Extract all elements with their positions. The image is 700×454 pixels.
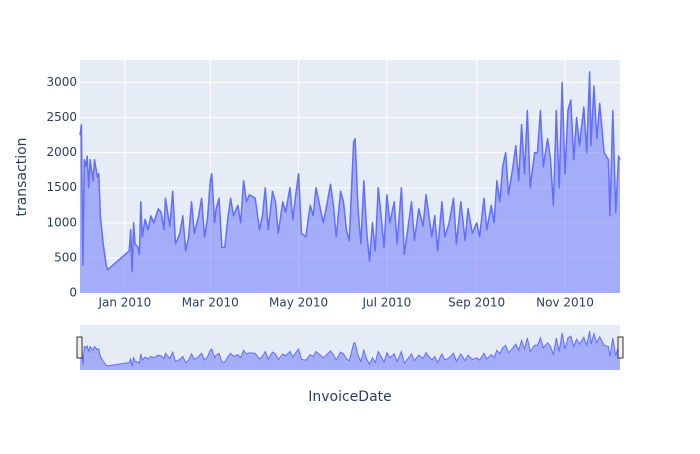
rangeslider-handle-right (617, 336, 624, 359)
y-tick-label: 1500 (46, 180, 77, 194)
x-tick-label: May 2010 (269, 296, 328, 310)
y-tick-label: 2000 (46, 145, 77, 159)
y-tick-label: 3000 (46, 75, 77, 89)
x-tick-label: Jul 2010 (361, 296, 411, 310)
y-tick-label: 0 (69, 286, 77, 300)
y-tick-label: 2500 (46, 110, 77, 124)
rangeslider-line (79, 330, 621, 367)
y-tick-label: 1000 (46, 215, 77, 229)
x-tick-label: Mar 2010 (182, 296, 239, 310)
y-axis-title: transaction (14, 137, 30, 216)
rangeslider-fill (80, 331, 620, 370)
area-fill (80, 71, 620, 294)
y-tick-label: 500 (54, 250, 77, 264)
x-tick-label: Nov 2010 (536, 296, 594, 310)
marks (79, 71, 621, 370)
x-axis-title: InvoiceDate (308, 389, 392, 405)
x-tick-label: Jan 2010 (97, 296, 151, 310)
rangeslider-handle-left (76, 336, 83, 359)
x-tick-label: Sep 2010 (448, 296, 505, 310)
area-line (79, 71, 621, 273)
